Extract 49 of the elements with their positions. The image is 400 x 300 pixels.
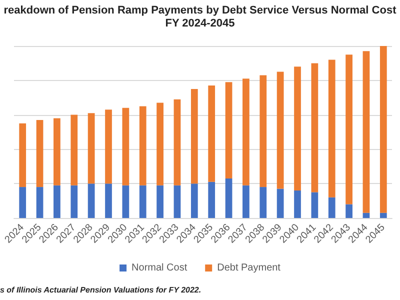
legend-label: Debt Payment [217, 262, 281, 274]
bar [54, 185, 60, 218]
bar [260, 187, 267, 218]
bar [36, 187, 44, 218]
bar [225, 178, 232, 218]
bar [380, 212, 387, 218]
bar [362, 51, 370, 213]
bar [139, 106, 146, 186]
bar [346, 54, 352, 204]
bar [380, 46, 387, 213]
bar [19, 123, 26, 188]
legend-label: Normal Cost [132, 262, 188, 274]
bar [174, 99, 181, 186]
bar [362, 212, 370, 218]
bar [242, 78, 250, 186]
bar [208, 86, 216, 182]
bar [88, 113, 95, 184]
bar [105, 110, 112, 184]
bar [88, 184, 95, 218]
bar [70, 114, 78, 186]
bar [190, 184, 198, 218]
bar [208, 182, 216, 218]
bar [276, 72, 284, 189]
bar [105, 184, 112, 218]
bar [122, 185, 130, 218]
bar [328, 60, 336, 198]
bar [294, 190, 301, 218]
bar [225, 82, 232, 178]
bar [156, 102, 164, 186]
bar [19, 187, 26, 218]
bar [190, 89, 198, 184]
bar [54, 118, 60, 186]
bar [242, 185, 250, 218]
bar [311, 63, 318, 192]
bar [36, 120, 44, 188]
bar [276, 188, 284, 218]
text: s of Illinois Actuarial Pension Valuations for FY 2022. [0, 286, 202, 294]
bar [346, 204, 352, 218]
bar [260, 75, 267, 188]
bar [122, 108, 130, 186]
bar [156, 185, 164, 218]
chart-title: reakdown of Pension Ramp Payments by Debt Service Versus Normal Cost [4, 4, 397, 16]
bar [70, 185, 78, 218]
bar [294, 66, 301, 190]
bar [174, 185, 181, 218]
bar [311, 192, 318, 218]
bar [139, 185, 146, 218]
chart-subtitle: FY 2024-2045 [165, 18, 235, 30]
bar [328, 197, 336, 218]
